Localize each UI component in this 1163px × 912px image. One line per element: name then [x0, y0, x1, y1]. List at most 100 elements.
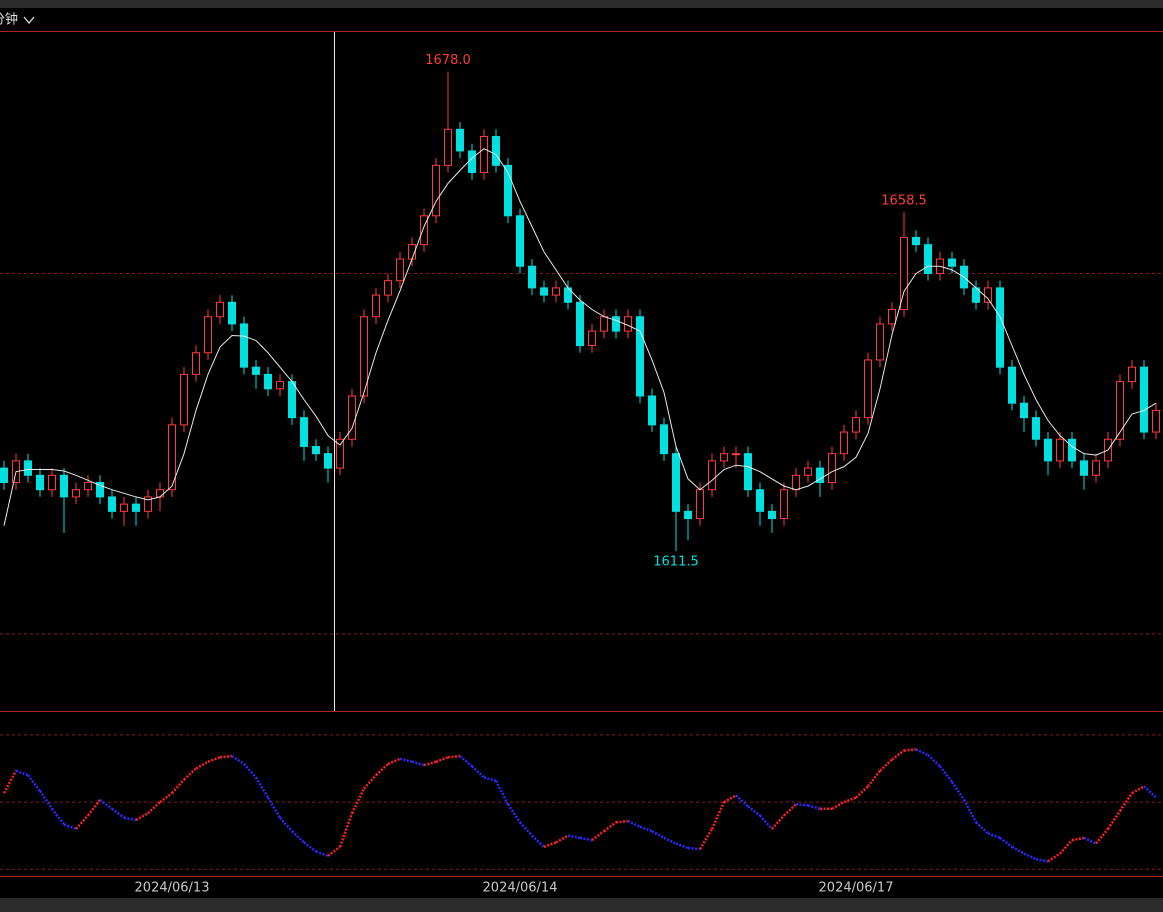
oscillator-segment: [266, 796, 282, 819]
candle-body: [612, 316, 620, 332]
oscillator-segment: [447, 754, 461, 759]
candle-body: [588, 330, 596, 347]
oscillator-segment: [1023, 852, 1037, 861]
candle-body: [444, 128, 452, 166]
oscillator-segment: [1095, 828, 1109, 845]
candle-body: [576, 301, 584, 347]
candle-body: [132, 503, 140, 512]
candle-body: [48, 474, 56, 491]
oscillator-segment: [879, 758, 893, 772]
candle-body: [840, 431, 848, 455]
candle-body: [108, 496, 116, 512]
candle-body: [600, 316, 608, 332]
oscillator-segment: [459, 755, 473, 768]
candle-body: [636, 316, 644, 397]
candle-body: [24, 460, 32, 476]
oscillator-segment: [435, 756, 449, 763]
candle-body: [792, 474, 800, 491]
oscillator-segment: [399, 757, 413, 763]
candle-body: [1008, 366, 1016, 404]
bottom-bar: [0, 898, 1163, 912]
oscillator-segment: [338, 812, 354, 848]
candle-body: [504, 164, 512, 217]
candle-body: [468, 150, 476, 174]
candle-body: [948, 258, 956, 267]
oscillator-segment: [303, 841, 317, 853]
oscillator-segment: [38, 790, 54, 810]
candle-body: [1068, 438, 1076, 462]
oscillator-segment: [411, 760, 425, 767]
oscillator-segment: [519, 821, 533, 837]
candle-body: [312, 445, 320, 455]
oscillator-segment: [1131, 785, 1145, 795]
oscillator-segment: [254, 776, 270, 799]
candle-body: [828, 453, 836, 484]
oscillator-segment: [939, 765, 953, 783]
oscillator-segment: [555, 834, 569, 844]
oscillator-segment: [903, 748, 917, 752]
oscillator-segment: [387, 757, 401, 766]
candle-body: [324, 453, 332, 469]
oscillator-segment: [207, 756, 221, 763]
candle-body: [168, 424, 176, 491]
oscillator-segment: [471, 765, 485, 779]
oscillator-segment: [747, 805, 761, 817]
oscillator-segment: [1035, 857, 1049, 863]
oscillator-segment: [1106, 810, 1122, 830]
candle-body: [156, 489, 164, 498]
oscillator-segment: [651, 830, 665, 840]
oscillator-segment: [159, 792, 173, 804]
candle-body: [660, 424, 668, 455]
oscillator-segment: [1118, 792, 1134, 812]
candle-body: [528, 265, 536, 289]
candle-body: [1092, 460, 1100, 476]
dropdown-caret[interactable]: [23, 16, 35, 25]
oscillator-segment: [735, 794, 749, 808]
moving-average: [3, 148, 1157, 526]
x-tick-label: 2024/06/17: [819, 881, 894, 896]
oscillator-segment: [1143, 785, 1157, 799]
oscillator-segment: [843, 796, 857, 804]
candle-body: [84, 482, 92, 491]
price-annotation: 1658.5: [881, 194, 927, 209]
candle-body: [372, 294, 380, 318]
oscillator-segment: [506, 803, 522, 823]
candle-body: [708, 460, 716, 491]
oscillator-segment: [579, 836, 593, 842]
oscillator-segment: [891, 749, 905, 761]
candle-body: [540, 287, 548, 296]
oscillator-segment: [483, 776, 497, 782]
oscillator-segment: [243, 763, 257, 779]
oscillator-segment: [279, 816, 293, 833]
top-bar: [0, 0, 1163, 8]
oscillator-segment: [1011, 845, 1025, 855]
candle-body: [864, 359, 872, 419]
candle-body: [768, 510, 776, 520]
candle-body: [216, 301, 224, 318]
candle-body: [336, 438, 344, 469]
oscillator-panel: [0, 734, 1163, 870]
candle-body: [456, 128, 464, 152]
x-tick-label: 2024/06/14: [483, 881, 558, 896]
oscillator-segment: [999, 836, 1013, 848]
candle-body: [60, 474, 68, 498]
oscillator-segment: [723, 794, 737, 804]
candle-body: [192, 352, 200, 375]
candle-body: [36, 474, 44, 491]
interval-label[interactable]: 分钟: [0, 12, 18, 28]
oscillator-segment: [291, 830, 305, 844]
candle-body: [72, 489, 80, 498]
candle-body: [1128, 366, 1136, 383]
candle-body: [204, 316, 212, 354]
oscillator-segment: [675, 842, 689, 850]
candle-body: [552, 287, 560, 296]
candle-body: [684, 510, 692, 520]
candle-body: [816, 467, 824, 484]
candle-body: [492, 136, 500, 166]
oscillator-segment: [363, 774, 377, 790]
oscillator-segment: [63, 823, 77, 831]
candle-body: [420, 215, 428, 246]
candle-body: [0, 467, 8, 484]
oscillator-segment: [710, 801, 726, 830]
